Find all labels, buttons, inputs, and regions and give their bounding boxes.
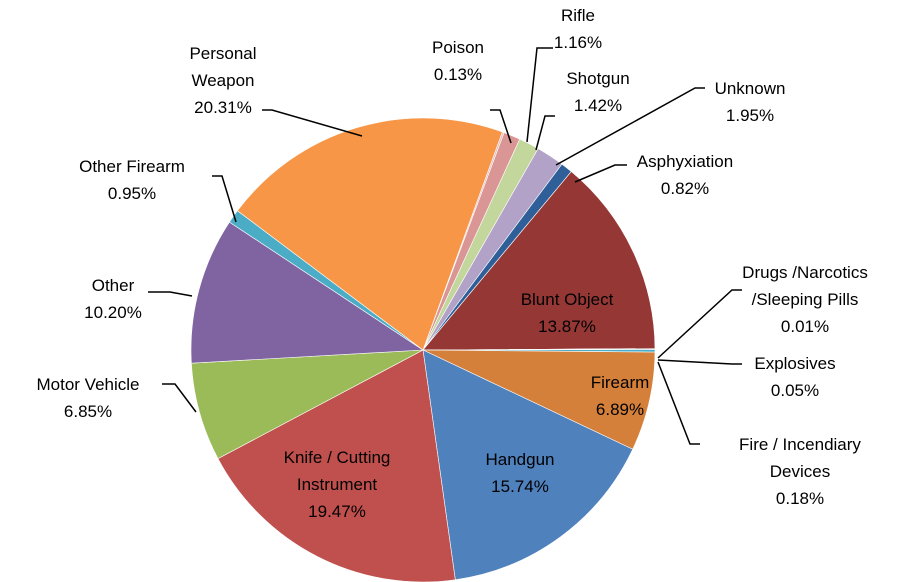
slice-value: 6.85% xyxy=(63,402,113,421)
leader-line xyxy=(212,175,237,223)
slice-value: 1.42% xyxy=(573,96,623,115)
pie-slice xyxy=(422,349,634,581)
leader-line xyxy=(657,359,742,365)
leader-line xyxy=(535,115,555,151)
slice-value: 0.18% xyxy=(775,489,825,508)
slice-label: Knife / Cutting Instrument xyxy=(283,448,391,494)
slice-label: Asphyxiation xyxy=(636,152,734,171)
slice-label: Explosives xyxy=(754,354,836,373)
slice-value: 0.95% xyxy=(107,184,157,203)
leader-line xyxy=(148,291,193,297)
pie-slice xyxy=(422,171,656,351)
slice-label: Blunt Object xyxy=(520,290,614,309)
slice-value: 15.74% xyxy=(491,477,549,496)
slice-label: Rifle xyxy=(560,6,595,25)
slice-label: Motor Vehicle xyxy=(36,375,140,394)
slice-value: 1.16% xyxy=(553,33,603,52)
leader-line xyxy=(574,164,627,183)
pie-slice xyxy=(190,221,424,364)
slice-value: 0.05% xyxy=(770,381,820,400)
leader-line xyxy=(657,289,742,359)
leader-line xyxy=(526,47,553,143)
slice-value: 20.31% xyxy=(194,98,252,117)
leader-line xyxy=(555,87,705,166)
leader-line xyxy=(490,109,512,144)
slice-value: 1.95% xyxy=(725,106,775,125)
slice-value: 0.01% xyxy=(780,317,830,336)
slice-label: Other xyxy=(91,276,135,295)
slice-label: Personal Weapon xyxy=(189,44,257,90)
slice-label: Other Firearm xyxy=(79,157,185,176)
leader-line xyxy=(262,109,363,137)
slice-label: Drugs /Narcotics /Sleeping Pills xyxy=(742,263,868,309)
slice-label: Handgun xyxy=(485,450,555,469)
leader-line xyxy=(657,361,700,445)
slice-value: 13.87% xyxy=(538,317,596,336)
slice-value: 0.82% xyxy=(660,179,710,198)
slice-value: 6.89% xyxy=(595,400,645,419)
slice-value: 0.13% xyxy=(433,65,483,84)
slice-label: Poison xyxy=(432,38,484,57)
slice-label: Firearm xyxy=(590,373,650,392)
leader-line xyxy=(162,383,197,413)
pie-slice xyxy=(237,117,503,351)
slice-value: 19.47% xyxy=(308,502,366,521)
slice-label: Fire / Incendiary Devices xyxy=(739,435,861,481)
slice-value: 10.20% xyxy=(84,303,142,322)
slice-label: Unknown xyxy=(714,79,786,98)
slice-label: Shotgun xyxy=(566,69,630,88)
